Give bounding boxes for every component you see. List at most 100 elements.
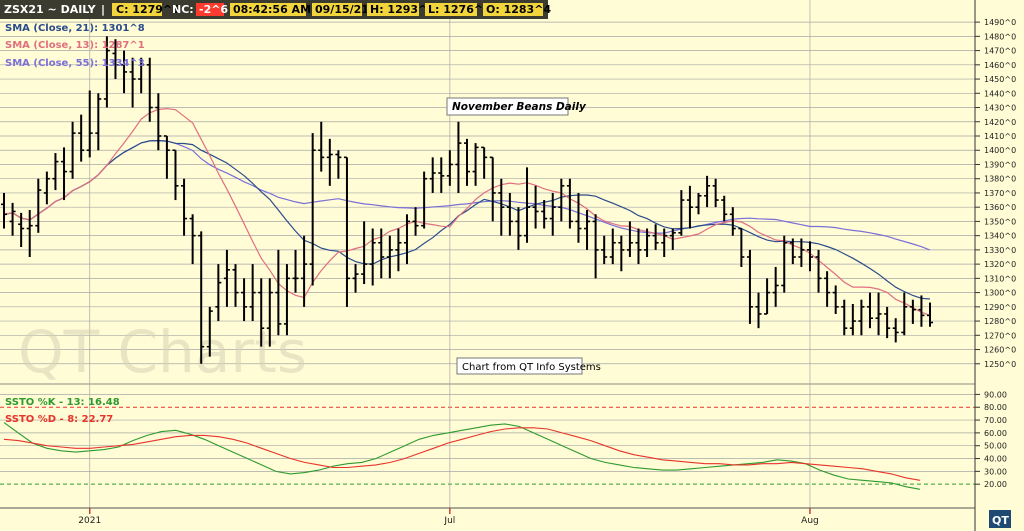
price-tick-label: 1430^0 (984, 104, 1016, 113)
ohlc-bar (901, 292, 908, 336)
ohlc-bar (455, 121, 462, 193)
ohlc-bar (909, 299, 916, 324)
ohlc-bar (738, 227, 745, 267)
ohlc-bar (198, 231, 205, 364)
legend-sma55: SMA (Close, 55): 1334^3 (5, 58, 145, 69)
ohlc-bar (489, 156, 496, 222)
ohlc-bar (86, 90, 93, 158)
ohlc-bar (155, 93, 162, 151)
osc-tick-label: 90.00 (984, 390, 1007, 399)
osc-tick-label: 80.00 (984, 403, 1007, 412)
header-symbol: ZSX21 ~ DAILY (4, 3, 97, 16)
price-tick-label: 1460^0 (984, 61, 1016, 70)
ohlc-bar (464, 138, 470, 186)
price-tick-label: 1320^0 (984, 260, 1016, 269)
price-tick-label: 1380^0 (984, 175, 1016, 184)
price-tick-label: 1340^0 (984, 232, 1016, 241)
ohlc-bar (1, 192, 7, 229)
price-tick-label: 1360^0 (984, 203, 1016, 212)
price-tick-label: 1400^0 (984, 146, 1016, 155)
ohlc-bar (395, 228, 402, 272)
ohlc-bar (343, 156, 350, 307)
legend-sma13: SMA (Close, 13): 1287^1 (5, 40, 145, 51)
price-tick-label: 1330^0 (984, 246, 1016, 255)
ohlc-bar (301, 235, 308, 307)
ohlc-bar (172, 149, 179, 201)
price-tick-label: 1450^0 (984, 75, 1016, 84)
price-tick-label: 1350^0 (984, 217, 1016, 226)
legend-sma21: SMA (Close, 21): 1301^8 (5, 23, 145, 34)
ohlc-bar (258, 278, 265, 347)
price-tick-label: 1470^0 (984, 47, 1016, 56)
ohlc-bar (892, 318, 899, 343)
ohlc-bar (309, 133, 316, 286)
ohlc-bar (806, 241, 813, 272)
ohlc-bar (566, 178, 573, 229)
ohlc-bar (69, 121, 76, 179)
osc-tick-label: 50.00 (984, 442, 1007, 451)
header-nc-label: NC: (172, 3, 194, 16)
header-nc-value: -2^6 (199, 3, 228, 16)
ohlc-bar (283, 264, 290, 336)
osc-tick-label: 70.00 (984, 416, 1007, 425)
header-separator: | (101, 3, 105, 16)
ohlc-bar (206, 306, 213, 357)
ohlc-bar (704, 175, 711, 208)
ohlc-bar (421, 171, 428, 229)
price-tick-label: 1480^0 (984, 32, 1016, 41)
price-tick-label: 1410^0 (984, 132, 1016, 141)
ohlc-bar (103, 36, 110, 108)
header-bar: ZSX21 ~ DAILY | C: 1279^6 NC: -2^6 08:42… (0, 0, 551, 19)
ohlc-bar (266, 278, 273, 347)
price-tick-label: 1490^0 (984, 18, 1016, 27)
ohlc-bar (695, 192, 702, 215)
ohlc-bar (592, 214, 599, 279)
ohlc-bar (541, 200, 548, 229)
ohlc-bar (9, 202, 16, 236)
ohlc-bar (292, 249, 299, 293)
price-tick-label: 1280^0 (984, 317, 1016, 326)
ohlc-bar (446, 150, 453, 186)
ohlc-bar (549, 192, 556, 236)
ohlc-bar (532, 185, 539, 229)
ohlc-bar (618, 235, 625, 272)
ohlc-bar (729, 207, 736, 236)
osc-tick-label: 40.00 (984, 455, 1007, 464)
ohlc-bar (403, 214, 410, 265)
ohlc-bar (918, 295, 925, 327)
price-tick-label: 1420^0 (984, 118, 1016, 127)
price-tick-label: 1250^0 (984, 360, 1016, 369)
ohlc-bar (138, 57, 145, 94)
ohlc-bar (815, 249, 822, 293)
ohlc-bar (43, 171, 50, 205)
ohlc-bar (429, 157, 436, 193)
ohlc-bar (215, 264, 222, 322)
ohlc-bar (275, 249, 282, 336)
ohlc-bar (841, 299, 848, 336)
ohlc-bar (181, 178, 188, 236)
header-close: C: 1279^6 (116, 3, 180, 16)
ohlc-bar (686, 185, 693, 229)
ohlc-bar (824, 271, 831, 307)
qt-logo-text: QT (992, 514, 1009, 527)
ohlc-bar (652, 224, 659, 250)
stok-line (3, 422, 921, 490)
price-tick-label: 1310^0 (984, 274, 1016, 283)
ohlc-bar (369, 228, 376, 286)
ohlc-bar (506, 192, 513, 236)
ohlc-bar (412, 207, 419, 236)
ohlc-bar (26, 210, 33, 257)
ohlc-bar (626, 221, 633, 257)
ohlc-bar (781, 235, 788, 293)
ohlc-bar (789, 238, 796, 265)
ohlc-bar (772, 266, 779, 307)
header-date: 09/15/21 (315, 3, 369, 16)
ohlc-bar (249, 264, 256, 322)
ohlc-bar (95, 93, 102, 151)
ohlc-bar (644, 228, 651, 257)
ohlc-bar (35, 178, 42, 233)
ohlc-bar (764, 278, 771, 315)
price-tick-label: 1390^0 (984, 160, 1016, 169)
ohlc-bar (361, 221, 368, 285)
